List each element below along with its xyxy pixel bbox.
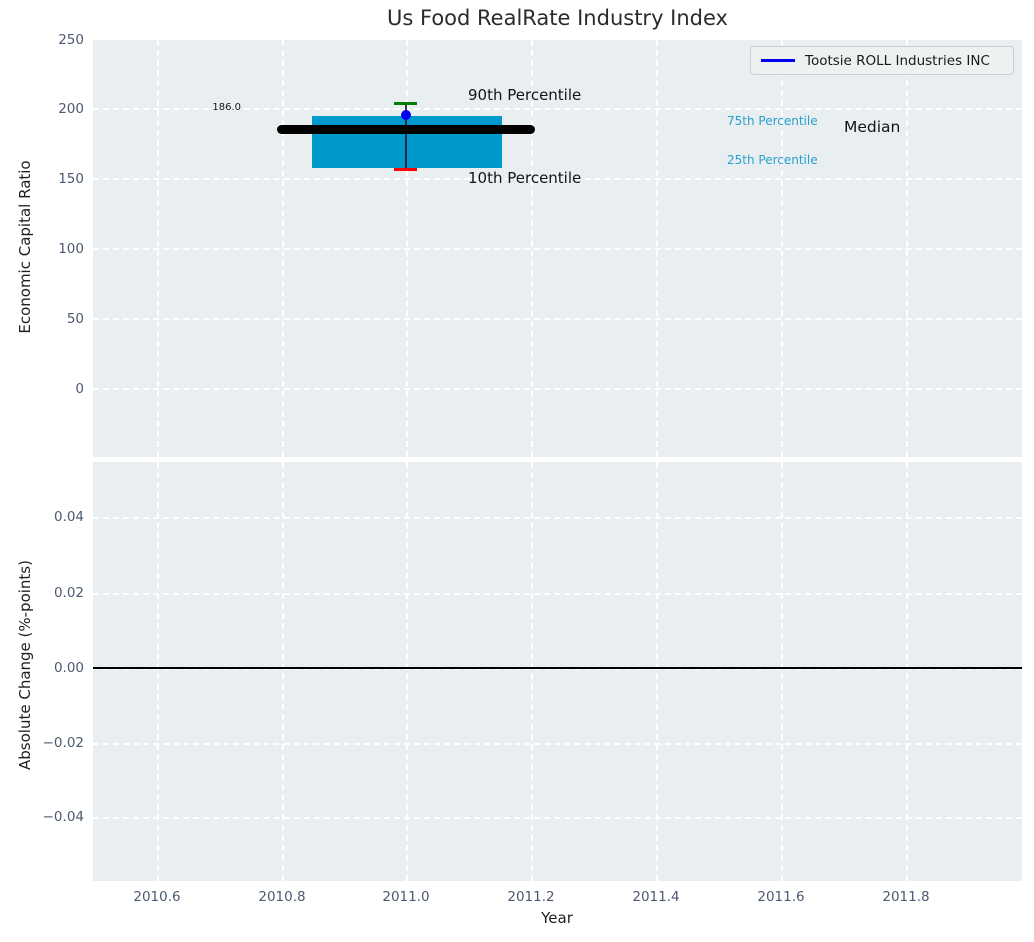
gridline-v xyxy=(406,40,408,457)
gridline-h xyxy=(93,318,1022,320)
y-tick: −0.02 xyxy=(42,735,84,751)
gridline-v xyxy=(656,40,658,457)
zero-line xyxy=(93,667,1022,669)
y-tick: 0.04 xyxy=(53,509,84,525)
gridline-v xyxy=(157,40,159,457)
y-tick: 150 xyxy=(58,171,84,187)
gridline-v xyxy=(531,40,533,457)
y-tick: 0 xyxy=(75,381,84,397)
gridline-v xyxy=(406,462,408,881)
x-tick: 2010.6 xyxy=(133,889,181,905)
y-tick: 100 xyxy=(58,241,84,257)
median-line xyxy=(277,125,535,134)
gridline-v xyxy=(781,40,783,457)
gridline-v xyxy=(282,40,284,457)
gridline-h xyxy=(93,517,1022,519)
legend-label: Tootsie ROLL Industries INC xyxy=(805,52,990,69)
gridline-v xyxy=(157,462,159,881)
gridline-h xyxy=(93,593,1022,595)
gridline-h xyxy=(93,178,1022,180)
legend: Tootsie ROLL Industries INC xyxy=(750,46,1014,75)
gridline-h xyxy=(93,108,1022,110)
y-tick: 0.02 xyxy=(53,585,84,601)
p90-cap xyxy=(394,102,417,105)
x-tick: 2011.4 xyxy=(632,889,680,905)
bottom-plot-area xyxy=(93,462,1022,881)
x-axis-label: Year xyxy=(541,909,573,927)
company-marker xyxy=(401,110,411,120)
x-tick: 2011.2 xyxy=(507,889,555,905)
y-tick: −0.04 xyxy=(42,809,84,825)
gridline-h xyxy=(93,388,1022,390)
gridline-h xyxy=(93,248,1022,250)
gridline-v xyxy=(531,462,533,881)
y-tick: 50 xyxy=(66,311,84,327)
legend-line-sample xyxy=(761,59,795,62)
y-tick: 250 xyxy=(58,32,84,48)
y-axis-label-bottom: Absolute Change (%-points) xyxy=(16,560,34,770)
x-tick: 2011.0 xyxy=(382,889,430,905)
p75-label: 75th Percentile xyxy=(727,114,818,128)
y-tick: 200 xyxy=(58,101,84,117)
gridline-v xyxy=(781,462,783,881)
p25-label: 25th Percentile xyxy=(727,153,818,167)
p10-cap xyxy=(394,168,417,171)
gridline-v xyxy=(656,462,658,881)
chart-title: Us Food RealRate Industry Index xyxy=(387,6,728,30)
gridline-h xyxy=(93,743,1022,745)
gridline-v xyxy=(906,462,908,881)
gridline-h xyxy=(93,668,1022,670)
gridline-h xyxy=(93,817,1022,819)
y-axis-label-top: Economic Capital Ratio xyxy=(16,160,34,334)
gridline-v xyxy=(906,40,908,457)
top-plot-area xyxy=(93,40,1022,457)
x-tick: 2011.6 xyxy=(757,889,805,905)
x-tick: 2011.8 xyxy=(882,889,930,905)
p90-label: 90th Percentile xyxy=(468,86,582,104)
iqr-box xyxy=(312,116,502,168)
median-value-label: 186.0 xyxy=(212,102,241,113)
p10-label: 10th Percentile xyxy=(468,169,582,187)
x-tick: 2010.8 xyxy=(258,889,306,905)
whisker-line xyxy=(405,104,407,171)
gridline-v xyxy=(282,462,284,881)
y-tick: 0.00 xyxy=(53,660,84,676)
median-label: Median xyxy=(844,118,901,136)
